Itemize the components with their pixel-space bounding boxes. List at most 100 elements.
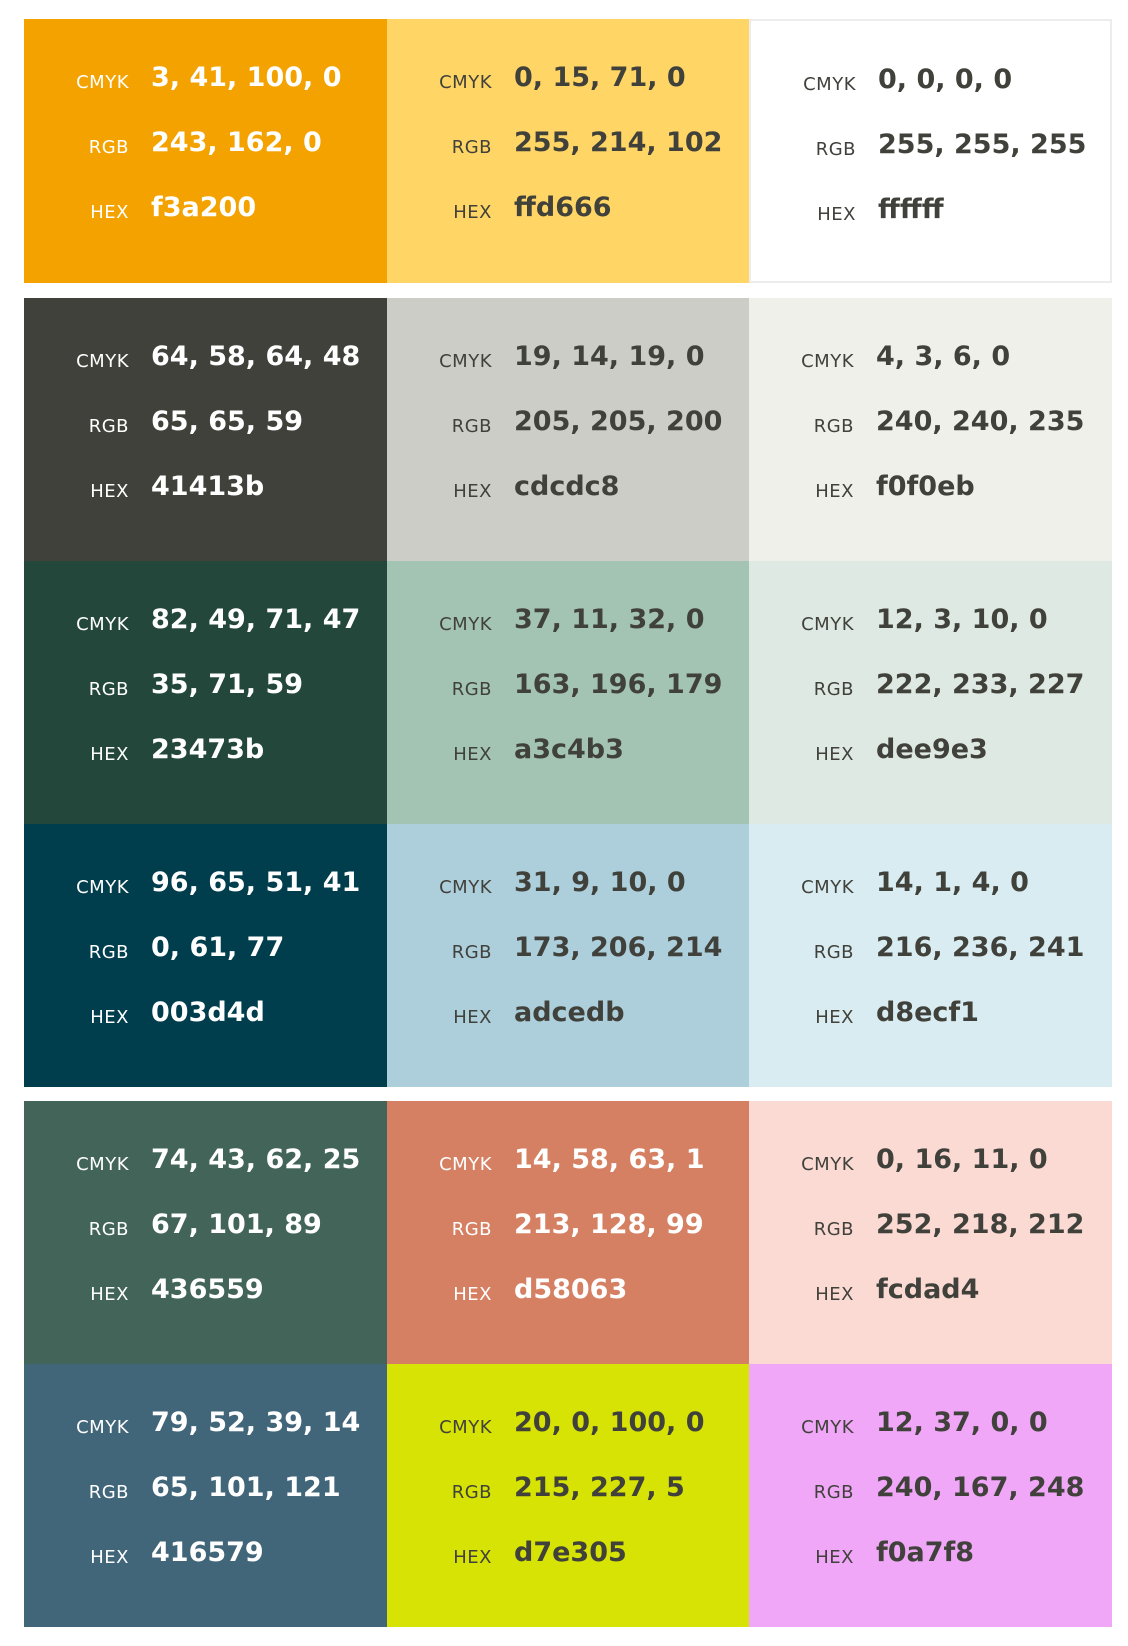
rgb-row: RGB 222, 233, 227 xyxy=(749,669,1112,709)
hex-label: HEX xyxy=(453,481,492,502)
hex-label: HEX xyxy=(453,1007,492,1028)
cmyk-value: 12, 3, 10, 0 xyxy=(876,604,1048,635)
cmyk-row: CMYK 96, 65, 51, 41 xyxy=(24,867,387,907)
swatch-group-accents: CMYK 74, 43, 62, 25 RGB 67, 101, 89 HEX 43655… xyxy=(24,1101,1112,1627)
hex-row: HEX 436559 xyxy=(24,1274,387,1314)
rgb-value: 65, 101, 121 xyxy=(151,1472,341,1503)
rgb-label: RGB xyxy=(813,1219,854,1240)
rgb-value: 222, 233, 227 xyxy=(876,669,1085,700)
cmyk-row: CMYK 0, 16, 11, 0 xyxy=(749,1144,1112,1184)
rgb-value: 0, 61, 77 xyxy=(151,932,285,963)
cmyk-row: CMYK 12, 3, 10, 0 xyxy=(749,604,1112,644)
rgb-label: RGB xyxy=(813,942,854,963)
hex-value: 41413b xyxy=(151,471,265,502)
cmyk-value: 96, 65, 51, 41 xyxy=(151,867,361,898)
hex-label: HEX xyxy=(815,1007,854,1028)
hex-row: HEX ffd666 xyxy=(387,192,749,232)
cmyk-value: 20, 0, 100, 0 xyxy=(514,1407,705,1438)
rgb-row: RGB 213, 128, 99 xyxy=(387,1209,749,1249)
hex-label: HEX xyxy=(90,1007,129,1028)
cmyk-label: CMYK xyxy=(801,1154,854,1175)
cmyk-row: CMYK 64, 58, 64, 48 xyxy=(24,341,387,381)
cmyk-label: CMYK xyxy=(801,614,854,635)
rgb-row: RGB 35, 71, 59 xyxy=(24,669,387,709)
cmyk-value: 79, 52, 39, 14 xyxy=(151,1407,361,1438)
rgb-label: RGB xyxy=(88,1482,129,1503)
hex-label: HEX xyxy=(815,1284,854,1305)
color-swatch: CMYK 74, 43, 62, 25 RGB 67, 101, 89 HEX 43655… xyxy=(24,1101,387,1364)
cmyk-row: CMYK 74, 43, 62, 25 xyxy=(24,1144,387,1184)
rgb-row: RGB 252, 218, 212 xyxy=(749,1209,1112,1249)
cmyk-label: CMYK xyxy=(76,877,129,898)
color-swatch: CMYK 82, 49, 71, 47 RGB 35, 71, 59 HEX 23473b xyxy=(24,561,387,824)
cmyk-label: CMYK xyxy=(439,1417,492,1438)
color-swatch: CMYK 0, 15, 71, 0 RGB 255, 214, 102 HEX ffd66… xyxy=(387,19,749,283)
rgb-value: 240, 240, 235 xyxy=(876,406,1085,437)
cmyk-value: 31, 9, 10, 0 xyxy=(514,867,686,898)
color-swatch: CMYK 79, 52, 39, 14 RGB 65, 101, 121 HEX 4165… xyxy=(24,1364,387,1627)
hex-row: HEX adcedb xyxy=(387,997,749,1037)
rgb-row: RGB 240, 167, 248 xyxy=(749,1472,1112,1512)
color-swatch: CMYK 64, 58, 64, 48 RGB 65, 65, 59 HEX 41413b xyxy=(24,298,387,561)
rgb-row: RGB 255, 214, 102 xyxy=(387,127,749,167)
color-swatch: CMYK 14, 58, 63, 1 RGB 213, 128, 99 HEX d5806… xyxy=(387,1101,749,1364)
hex-value: fcdad4 xyxy=(876,1274,980,1305)
cmyk-value: 74, 43, 62, 25 xyxy=(151,1144,361,1175)
cmyk-label: CMYK xyxy=(76,72,129,93)
hex-value: a3c4b3 xyxy=(514,734,624,765)
rgb-label: RGB xyxy=(813,1482,854,1503)
color-swatch: CMYK 14, 1, 4, 0 RGB 216, 236, 241 HEX d8ecf1 xyxy=(749,824,1112,1087)
rgb-label: RGB xyxy=(88,416,129,437)
rgb-row: RGB 216, 236, 241 xyxy=(749,932,1112,972)
color-swatch: CMYK 12, 37, 0, 0 RGB 240, 167, 248 HEX f0a7f… xyxy=(749,1364,1112,1627)
rgb-label: RGB xyxy=(88,137,129,158)
rgb-label: RGB xyxy=(88,679,129,700)
cmyk-label: CMYK xyxy=(439,1154,492,1175)
hex-value: cdcdc8 xyxy=(514,471,620,502)
swatch-group-neutrals: CMYK 64, 58, 64, 48 RGB 65, 65, 59 HEX 41413b… xyxy=(24,298,1112,1087)
cmyk-value: 14, 58, 63, 1 xyxy=(514,1144,705,1175)
hex-label: HEX xyxy=(817,204,856,225)
cmyk-row: CMYK 82, 49, 71, 47 xyxy=(24,604,387,644)
hex-row: HEX fcdad4 xyxy=(749,1274,1112,1314)
cmyk-value: 0, 0, 0, 0 xyxy=(878,64,1013,95)
rgb-row: RGB 65, 65, 59 xyxy=(24,406,387,446)
color-swatch: CMYK 37, 11, 32, 0 RGB 163, 196, 179 HEX a3c4… xyxy=(387,561,749,824)
color-swatch: CMYK 12, 3, 10, 0 RGB 222, 233, 227 HEX dee9e… xyxy=(749,561,1112,824)
hex-value: f0f0eb xyxy=(876,471,975,502)
cmyk-value: 4, 3, 6, 0 xyxy=(876,341,1011,372)
hex-value: f0a7f8 xyxy=(876,1537,975,1568)
rgb-value: 215, 227, 5 xyxy=(514,1472,685,1503)
rgb-row: RGB 163, 196, 179 xyxy=(387,669,749,709)
hex-row: HEX 23473b xyxy=(24,734,387,774)
hex-value: 436559 xyxy=(151,1274,264,1305)
rgb-label: RGB xyxy=(88,1219,129,1240)
cmyk-row: CMYK 0, 15, 71, 0 xyxy=(387,62,749,102)
rgb-value: 205, 205, 200 xyxy=(514,406,723,437)
rgb-label: RGB xyxy=(815,139,856,160)
cmyk-label: CMYK xyxy=(76,614,129,635)
rgb-row: RGB 205, 205, 200 xyxy=(387,406,749,446)
hex-label: HEX xyxy=(815,1547,854,1568)
hex-value: 23473b xyxy=(151,734,265,765)
hex-row: HEX cdcdc8 xyxy=(387,471,749,511)
rgb-label: RGB xyxy=(451,1219,492,1240)
hex-row: HEX 003d4d xyxy=(24,997,387,1037)
cmyk-label: CMYK xyxy=(439,614,492,635)
hex-row: HEX f3a200 xyxy=(24,192,387,232)
color-swatch: CMYK 31, 9, 10, 0 RGB 173, 206, 214 HEX adced… xyxy=(387,824,749,1087)
rgb-value: 173, 206, 214 xyxy=(514,932,723,963)
hex-value: 416579 xyxy=(151,1537,264,1568)
hex-value: ffffff xyxy=(878,194,944,225)
cmyk-row: CMYK 4, 3, 6, 0 xyxy=(749,341,1112,381)
color-swatch: CMYK 4, 3, 6, 0 RGB 240, 240, 235 HEX f0f0eb xyxy=(749,298,1112,561)
hex-row: HEX f0a7f8 xyxy=(749,1537,1112,1577)
cmyk-row: CMYK 20, 0, 100, 0 xyxy=(387,1407,749,1447)
rgb-label: RGB xyxy=(451,416,492,437)
cmyk-label: CMYK xyxy=(801,351,854,372)
hex-label: HEX xyxy=(90,202,129,223)
rgb-value: 65, 65, 59 xyxy=(151,406,304,437)
hex-label: HEX xyxy=(90,744,129,765)
hex-value: d58063 xyxy=(514,1274,628,1305)
cmyk-label: CMYK xyxy=(76,351,129,372)
